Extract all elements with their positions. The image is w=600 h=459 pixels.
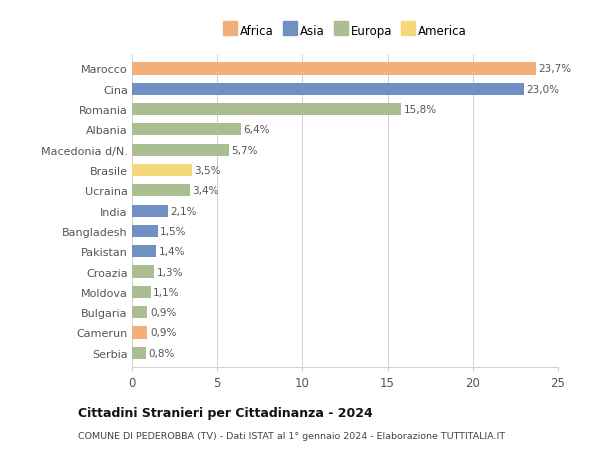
Bar <box>132 144 229 157</box>
Text: 1,5%: 1,5% <box>160 226 187 236</box>
Bar <box>132 327 148 339</box>
Bar <box>132 307 148 319</box>
Text: 1,3%: 1,3% <box>157 267 183 277</box>
Legend: Africa, Asia, Europa, America: Africa, Asia, Europa, America <box>218 20 472 43</box>
Bar <box>132 185 190 197</box>
Text: Cittadini Stranieri per Cittadinanza - 2024: Cittadini Stranieri per Cittadinanza - 2… <box>78 406 373 419</box>
Text: 0,9%: 0,9% <box>150 328 176 338</box>
Text: 23,0%: 23,0% <box>526 84 559 95</box>
Text: 15,8%: 15,8% <box>404 105 437 115</box>
Text: 1,4%: 1,4% <box>158 246 185 257</box>
Bar <box>132 266 154 278</box>
Text: 3,4%: 3,4% <box>193 186 219 196</box>
Text: 23,7%: 23,7% <box>538 64 572 74</box>
Bar <box>132 104 401 116</box>
Bar <box>132 63 536 75</box>
Bar <box>132 246 156 258</box>
Bar <box>132 205 168 217</box>
Bar <box>132 347 146 359</box>
Text: 2,1%: 2,1% <box>170 206 197 216</box>
Text: 6,4%: 6,4% <box>244 125 270 135</box>
Text: 3,5%: 3,5% <box>194 166 221 176</box>
Bar <box>132 84 524 95</box>
Bar <box>132 124 241 136</box>
Text: 1,1%: 1,1% <box>154 287 180 297</box>
Text: 0,8%: 0,8% <box>148 348 175 358</box>
Bar <box>132 286 151 298</box>
Text: COMUNE DI PEDEROBBA (TV) - Dati ISTAT al 1° gennaio 2024 - Elaborazione TUTTITAL: COMUNE DI PEDEROBBA (TV) - Dati ISTAT al… <box>78 431 505 441</box>
Text: 5,7%: 5,7% <box>232 146 258 155</box>
Bar <box>132 225 158 237</box>
Bar <box>132 164 191 177</box>
Text: 0,9%: 0,9% <box>150 308 176 318</box>
